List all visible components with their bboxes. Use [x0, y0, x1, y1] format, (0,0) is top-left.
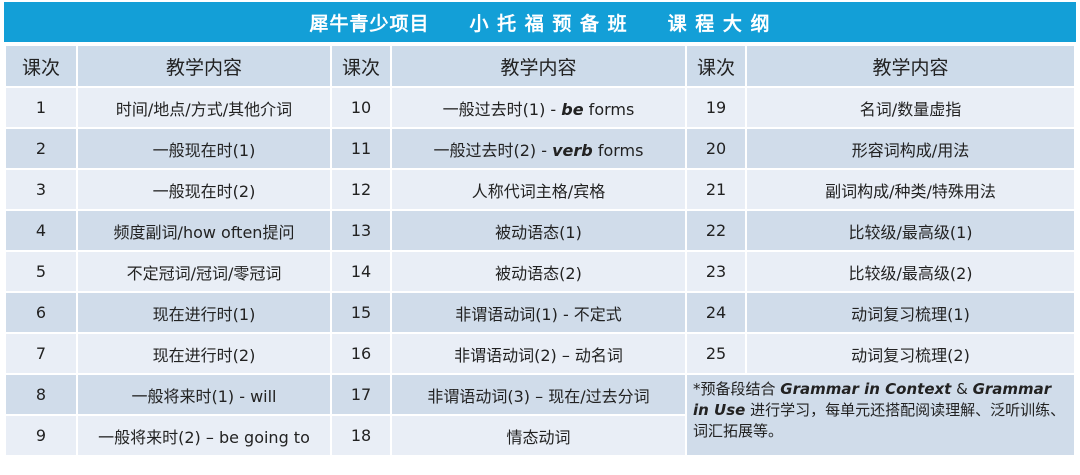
lesson-content: 副词构成/种类/特殊用法 — [745, 168, 1076, 211]
content-text: 一般过去时(1) - — [442, 99, 562, 119]
lesson-content: 动词复习梳理(1) — [745, 291, 1076, 334]
syllabus-table: 课次 教学内容 课次 教学内容 课次 教学内容 1 时间/地点/方式/其他介词 10… — [4, 44, 1076, 457]
lesson-number: 12 — [330, 168, 392, 211]
lesson-number: 7 — [4, 332, 78, 375]
syllabus-note: *预备段结合 Grammar in Context & Grammar in U… — [685, 373, 1076, 457]
lesson-content: 非谓语动词(2) – 动名词 — [390, 332, 687, 375]
note-text: & — [951, 380, 973, 398]
header-content: 教学内容 — [745, 44, 1076, 88]
lesson-number: 16 — [330, 332, 392, 375]
lesson-number: 19 — [685, 86, 747, 129]
lesson-content: 情态动词 — [390, 414, 687, 457]
lesson-content: 形容词构成/用法 — [745, 127, 1076, 170]
content-emphasis: verb — [552, 140, 593, 160]
lesson-content: 频度副词/how often提问 — [76, 209, 332, 252]
table-row: 1 时间/地点/方式/其他介词 10 一般过去时(1) - be forms 19 名词/… — [4, 86, 1076, 129]
lesson-number: 8 — [4, 373, 78, 416]
lesson-content: 非谓语动词(3) – 现在/过去分词 — [390, 373, 687, 416]
lesson-content: 人称代词主格/宾格 — [390, 168, 687, 211]
header-content: 教学内容 — [76, 44, 332, 88]
table-row: 8 一般将来时(1) - will 17 非谓语动词(3) – 现在/过去分词 *预备段… — [4, 373, 1076, 457]
lesson-number: 2 — [4, 127, 78, 170]
table-row: 7 现在进行时(2) 16 非谓语动词(2) – 动名词 25 动词复习梳理(2) — [4, 332, 1076, 375]
lesson-number: 9 — [4, 414, 78, 457]
program-name: 犀牛青少项目 — [309, 12, 430, 35]
lesson-number: 24 — [685, 291, 747, 334]
lesson-content: 一般现在时(1) — [76, 127, 332, 170]
lesson-number: 14 — [330, 250, 392, 293]
note-book: Grammar in Context — [780, 380, 952, 398]
lesson-content: 名词/数量虚指 — [745, 86, 1076, 129]
lesson-number: 22 — [685, 209, 747, 252]
lesson-content: 比较级/最高级(2) — [745, 250, 1076, 293]
lesson-number: 23 — [685, 250, 747, 293]
table-row: 9 一般将来时(2) – be going to 18 情态动词 — [4, 414, 1075, 457]
lesson-content: 非谓语动词(1) - 不定式 — [390, 291, 687, 334]
lesson-number: 17 — [330, 373, 392, 416]
lesson-number: 10 — [330, 86, 392, 129]
lesson-number: 3 — [4, 168, 78, 211]
lesson-content: 现在进行时(2) — [76, 332, 332, 375]
table-row: 6 现在进行时(1) 15 非谓语动词(1) - 不定式 24 动词复习梳理(1) — [4, 291, 1076, 334]
header-content: 教学内容 — [390, 44, 687, 88]
lesson-number: 15 — [330, 291, 392, 334]
outline-label: 课 程 大 纲 — [667, 12, 771, 35]
course-name: 小 托 福 预 备 班 — [469, 12, 628, 35]
lesson-content: 一般过去时(2) - verb forms — [390, 127, 687, 170]
header-lesson: 课次 — [330, 44, 392, 88]
header-lesson: 课次 — [685, 44, 747, 88]
table-row: 3 一般现在时(2) 12 人称代词主格/宾格 21 副词构成/种类/特殊用法 — [4, 168, 1076, 211]
table-row: 4 频度副词/how often提问 13 被动语态(1) 22 比较级/最高级(1) — [4, 209, 1076, 252]
lesson-number: 20 — [685, 127, 747, 170]
note-book: Grammar in Use — [693, 380, 1052, 419]
lesson-content: 比较级/最高级(1) — [745, 209, 1076, 252]
lesson-number: 21 — [685, 168, 747, 211]
header-lesson: 课次 — [4, 44, 78, 88]
lesson-content: 时间/地点/方式/其他介词 — [76, 86, 332, 129]
table-row: 5 不定冠词/冠词/零冠词 14 被动语态(2) 23 比较级/最高级(2) — [4, 250, 1076, 293]
lesson-number: 4 — [4, 209, 78, 252]
note-text: *预备段结合 — [693, 380, 781, 398]
content-text: forms — [583, 99, 635, 119]
header-row: 课次 教学内容 课次 教学内容 课次 教学内容 — [4, 44, 1076, 88]
lesson-number: 6 — [4, 291, 78, 334]
content-text: 一般过去时(2) - — [433, 140, 553, 160]
lesson-content: 一般将来时(2) – be going to — [76, 414, 332, 457]
lesson-content: 一般过去时(1) - be forms — [390, 86, 687, 129]
lesson-content: 动词复习梳理(2) — [745, 332, 1076, 375]
note-text: 进行学习，每单元还搭配阅读理解、泛听训练、词汇拓展等。 — [693, 401, 1066, 440]
lesson-content: 一般现在时(2) — [76, 168, 332, 211]
lesson-number: 1 — [4, 86, 78, 129]
lesson-content: 被动语态(1) — [390, 209, 687, 252]
table-title: 犀牛青少项目 小 托 福 预 备 班 课 程 大 纲 — [4, 2, 1076, 42]
lesson-number: 18 — [330, 414, 392, 457]
table-row: 2 一般现在时(1) 11 一般过去时(2) - verb forms 20 形容词构成/… — [4, 127, 1076, 170]
lesson-content: 被动语态(2) — [390, 250, 687, 293]
lesson-content: 现在进行时(1) — [76, 291, 332, 334]
lesson-number: 5 — [4, 250, 78, 293]
lesson-number: 25 — [685, 332, 747, 375]
lesson-content: 一般将来时(1) - will — [76, 373, 332, 416]
lesson-number: 13 — [330, 209, 392, 252]
lesson-content: 不定冠词/冠词/零冠词 — [76, 250, 332, 293]
content-emphasis: be — [561, 99, 584, 119]
content-text: forms — [592, 140, 644, 160]
lesson-number: 11 — [330, 127, 392, 170]
